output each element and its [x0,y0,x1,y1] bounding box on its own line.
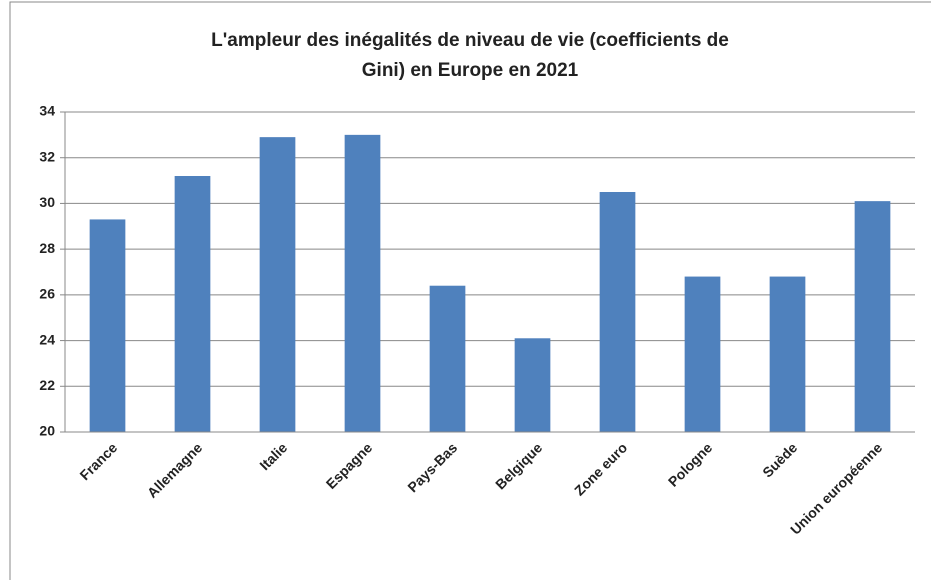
y-tick-label: 32 [39,148,55,164]
x-tick-label: Italie [256,439,290,473]
x-tick-label: Belgique [492,439,545,492]
chart-border [9,1,931,580]
x-tick-label: Suède [759,439,800,480]
y-tick-label: 30 [39,194,55,210]
x-tick-label: Union européenne [787,439,885,537]
x-tick-label: Pologne [665,439,716,490]
x-tick-label: France [76,439,120,483]
y-tick-label: 28 [39,240,55,256]
bar [684,276,721,432]
x-tick-label: Allemagne [144,439,206,501]
bar [599,192,636,432]
y-tick-label: 26 [39,286,55,302]
chart-title: L'ampleur des inégalités de niveau de vi… [211,30,729,81]
bar [854,201,891,432]
x-tick-label: Pays-Bas [404,439,460,495]
bar [259,137,296,432]
bar [769,276,806,432]
y-tick-label: 24 [39,331,55,347]
bar [174,176,211,432]
bar [89,219,126,432]
x-tick-label: Zone euro [571,439,630,498]
y-tick-label: 34 [39,103,55,119]
x-tick-label: Espagne [323,439,376,492]
bar [429,285,466,432]
bar [344,134,381,432]
y-tick-label: 20 [39,423,55,439]
bar [514,338,551,432]
y-tick-label: 22 [39,377,55,393]
